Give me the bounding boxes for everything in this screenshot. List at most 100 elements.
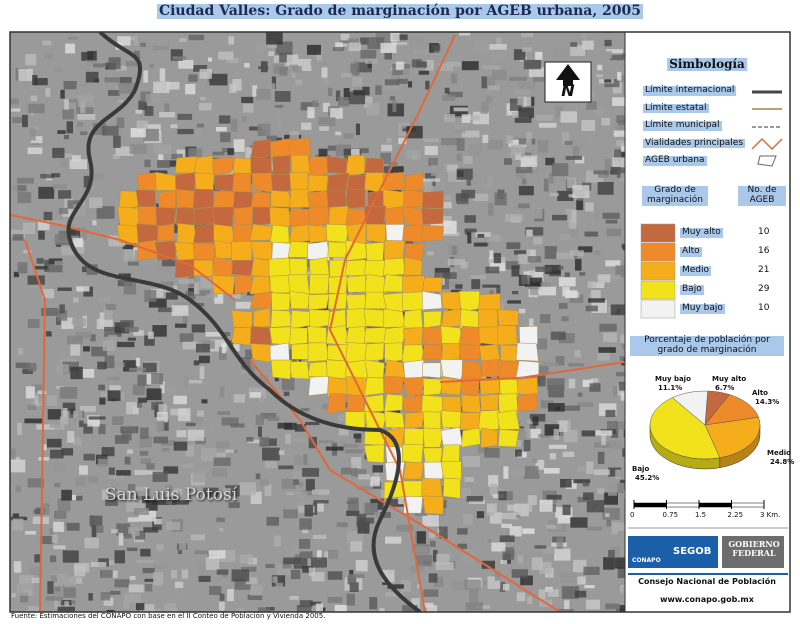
logo-segob: SEGOB: [673, 546, 712, 557]
texture-patch: [527, 256, 541, 263]
texture-patch: [614, 557, 625, 569]
texture-patch: [488, 475, 499, 487]
texture-patch: [107, 390, 121, 401]
texture-patch: [411, 59, 422, 68]
texture-patch: [257, 123, 271, 136]
texture-patch: [559, 571, 576, 582]
texture-patch: [594, 250, 601, 256]
texture-patch: [386, 138, 392, 143]
texture-patch: [574, 258, 582, 271]
texture-patch: [197, 410, 205, 417]
texture-patch: [558, 266, 564, 270]
ageb: [500, 344, 519, 362]
texture-patch: [341, 467, 353, 475]
texture-patch: [299, 600, 313, 607]
texture-patch: [174, 581, 184, 588]
texture-patch: [501, 523, 513, 529]
road: [10, 214, 236, 301]
texture-patch: [71, 318, 87, 327]
texture-patch: [332, 47, 345, 52]
texture-patch: [492, 54, 505, 62]
ageb: [363, 327, 387, 344]
texture-patch: [241, 356, 251, 369]
texture-patch: [356, 513, 367, 527]
texture-patch: [488, 202, 494, 216]
texture-patch: [59, 156, 71, 167]
texture-patch: [90, 562, 107, 567]
texture-patch: [571, 209, 577, 223]
texture-patch: [56, 364, 69, 373]
texture-patch: [572, 146, 580, 159]
texture-patch: [165, 292, 178, 300]
texture-patch: [343, 133, 354, 139]
texture-patch: [569, 294, 584, 303]
texture-patch: [298, 481, 303, 487]
texture-patch: [318, 148, 328, 160]
texture-patch: [150, 609, 161, 612]
ageb: [290, 310, 311, 330]
texture-patch: [604, 158, 612, 171]
texture-patch: [10, 516, 28, 521]
texture-patch: [90, 334, 96, 342]
texture-patch: [540, 400, 554, 409]
texture-patch: [73, 437, 82, 446]
texture-patch: [550, 331, 566, 340]
texture-patch: [599, 323, 617, 332]
texture-patch: [282, 561, 292, 569]
texture-patch: [350, 63, 360, 76]
texture-patch: [506, 242, 521, 250]
legend-title: Simbología: [667, 57, 747, 72]
texture-patch: [232, 78, 242, 91]
scale-label: 0: [630, 511, 635, 519]
texture-patch: [25, 54, 37, 66]
ageb: [212, 206, 234, 227]
texture-patch: [532, 416, 539, 426]
texture-patch: [163, 602, 176, 612]
texture-patch: [513, 49, 526, 60]
road: [24, 239, 47, 612]
ageb: [421, 362, 442, 379]
texture-patch: [300, 551, 313, 559]
texture-patch: [461, 114, 471, 123]
texture-patch: [69, 235, 80, 239]
texture-patch: [422, 181, 433, 193]
texture-patch: [144, 159, 151, 168]
texture-patch: [24, 418, 43, 424]
texture-patch: [199, 355, 210, 364]
texture-patch: [264, 461, 277, 469]
texture-patch: [182, 341, 197, 350]
texture-patch: [255, 473, 261, 480]
texture-patch: [325, 446, 344, 451]
texture-patch: [101, 125, 119, 136]
texture-patch: [316, 550, 322, 561]
texture-patch: [32, 384, 43, 393]
texture-patch: [301, 490, 319, 496]
texture-patch: [266, 607, 275, 611]
texture-patch: [265, 563, 275, 569]
texture-patch: [526, 249, 536, 262]
texture-patch: [144, 335, 155, 346]
texture-patch: [565, 290, 578, 299]
texture-patch: [180, 463, 195, 468]
texture-patch: [444, 164, 458, 173]
ageb: [404, 411, 425, 428]
texture-patch: [294, 424, 306, 432]
texture-patch: [358, 474, 370, 480]
texture-patch: [54, 597, 62, 609]
texture-patch: [431, 165, 448, 176]
texture-patch: [259, 437, 270, 447]
texture-patch: [140, 548, 151, 557]
texture-patch: [587, 281, 597, 288]
texture-patch: [620, 173, 625, 183]
texture-patch: [338, 96, 350, 107]
texture-patch: [570, 45, 586, 56]
ageb: [213, 223, 235, 244]
texture-patch: [142, 567, 155, 574]
ageb: [383, 308, 406, 328]
ageb: [423, 461, 444, 481]
ageb: [402, 224, 425, 242]
texture-patch: [185, 291, 196, 300]
pie-value: 14.3%: [755, 398, 780, 406]
texture-patch: [338, 425, 349, 436]
